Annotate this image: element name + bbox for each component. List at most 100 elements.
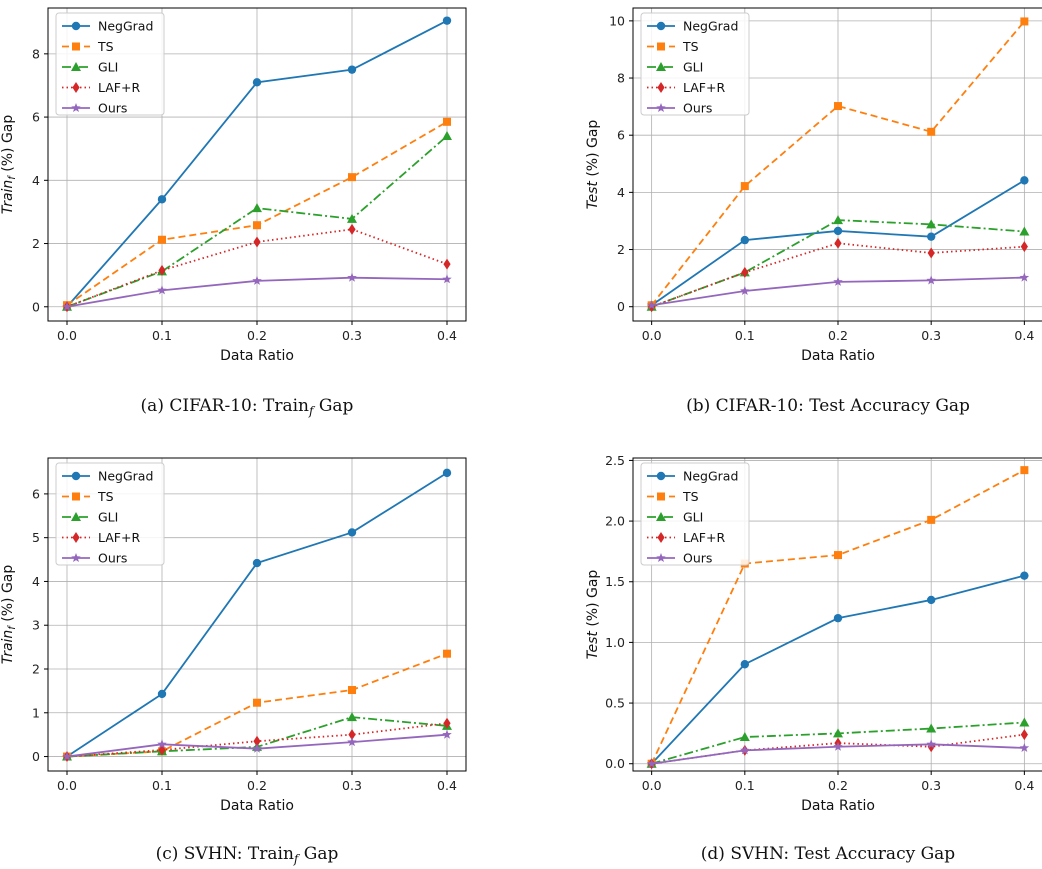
legend: NegGrad TS GLI LAF+R Ours xyxy=(640,12,750,116)
legend-label-neggrad: NegGrad xyxy=(98,19,153,34)
data-point-ts xyxy=(443,649,451,658)
data-point-neggrad xyxy=(347,528,357,537)
data-point-ts xyxy=(253,221,261,230)
data-point-ts xyxy=(927,515,936,524)
data-point-ours xyxy=(62,751,72,761)
legend-marker-neggrad xyxy=(71,471,81,481)
panel-b-cifar10-test-gap: 0.0 0.1 0.2 0.3 0.4 0 2 4 6 8 10 Data Ratio Test (%)… xyxy=(585,7,1042,416)
panel-caption: (c) SVHN: Trainf Gap xyxy=(156,844,339,866)
y-tick-label: 0.5 xyxy=(605,696,625,711)
y-tick-label: 4 xyxy=(32,574,40,589)
series-line-ts xyxy=(650,20,1026,306)
data-point-ours xyxy=(833,276,843,286)
x-tick-label: 0.3 xyxy=(342,778,362,793)
legend-box xyxy=(55,12,165,116)
x-tick-label: 0.3 xyxy=(342,328,362,343)
x-axis-title: Data Ratio xyxy=(801,348,875,364)
data-point-ts xyxy=(1020,17,1029,26)
y-tick-label: 10 xyxy=(609,13,625,28)
legend: NegGrad TS GLI LAF+R Ours xyxy=(55,12,165,116)
legend-label-ours: Ours xyxy=(683,101,712,116)
y-axis-title: Test (%) Gap xyxy=(585,120,601,210)
x-tick-label: 0.2 xyxy=(247,328,267,343)
y-tick-label: 2 xyxy=(617,242,625,257)
data-point-ours xyxy=(1019,272,1030,282)
legend-label-ts: TS xyxy=(97,489,114,504)
data-point-ours xyxy=(926,275,936,285)
data-point-neggrad xyxy=(740,235,750,245)
y-axis-title-sub: f xyxy=(7,625,18,630)
legend-label-ours: Ours xyxy=(683,551,712,566)
y-axis-title-end: (%) Gap xyxy=(585,120,601,182)
series-line-laf-r xyxy=(66,722,448,758)
legend-marker-neggrad xyxy=(71,21,81,31)
legend-label-gli: GLI xyxy=(98,60,118,75)
legend-label-gli: GLI xyxy=(683,510,703,525)
data-point-laf-r xyxy=(834,237,842,249)
x-tick-label: 0.0 xyxy=(57,328,77,343)
legend-box xyxy=(640,12,750,116)
legend-label-neggrad: NegGrad xyxy=(98,469,153,484)
data-point-gli xyxy=(442,131,452,141)
x-tick-label: 0.2 xyxy=(828,328,848,343)
x-tick-label: 0.2 xyxy=(828,778,848,793)
data-point-neggrad xyxy=(252,78,262,87)
data-point-gli xyxy=(926,723,937,733)
data-point-neggrad xyxy=(833,613,843,623)
x-tick-label: 0.0 xyxy=(57,778,77,793)
legend-label-ts: TS xyxy=(682,489,699,504)
data-point-ts xyxy=(927,127,936,136)
data-point-ours xyxy=(62,301,72,311)
y-tick-label: 6 xyxy=(32,110,40,125)
data-point-laf-r xyxy=(348,223,356,235)
x-tick-label: 0.0 xyxy=(642,778,662,793)
series-ours xyxy=(62,729,452,761)
y-axis-title-main: Test xyxy=(585,631,601,660)
data-point-gli xyxy=(739,732,750,742)
legend-label-laf-r: LAF+R xyxy=(98,530,140,545)
data-point-neggrad xyxy=(252,558,262,568)
data-point-ours xyxy=(740,285,750,296)
data-point-laf-r xyxy=(741,266,749,278)
legend-label-neggrad: NegGrad xyxy=(683,469,738,484)
caption-sub: f xyxy=(308,404,316,418)
data-point-laf-r xyxy=(253,236,261,248)
y-tick-label: 1 xyxy=(32,705,40,720)
legend-marker-ts xyxy=(72,492,80,501)
x-tick-label: 0.4 xyxy=(437,328,457,343)
data-point-laf-r xyxy=(158,264,166,276)
caption-sub: f xyxy=(293,852,301,866)
y-axis-title: Trainf (%) Gap xyxy=(0,115,18,215)
x-tick-label: 0.1 xyxy=(735,778,755,793)
legend-marker-gli xyxy=(71,512,81,521)
y-axis-title-main: Train xyxy=(0,180,16,215)
data-point-neggrad xyxy=(442,468,452,478)
data-point-neggrad xyxy=(442,16,452,25)
data-point-ours xyxy=(347,737,357,747)
data-point-neggrad xyxy=(1020,571,1029,580)
data-point-laf-r xyxy=(927,247,935,259)
data-point-laf-r xyxy=(443,717,451,729)
data-point-ours xyxy=(347,272,357,282)
data-point-gli xyxy=(1019,226,1030,236)
data-point-ours xyxy=(1019,742,1030,752)
data-point-ts xyxy=(834,102,842,111)
data-point-ours xyxy=(442,729,452,739)
x-tick-label: 0.3 xyxy=(921,328,941,343)
legend-marker-gli xyxy=(656,62,666,71)
data-point-gli xyxy=(833,728,843,738)
y-tick-label: 0 xyxy=(32,749,40,764)
panel-caption: (b) CIFAR-10: Test Accuracy Gap xyxy=(686,396,970,416)
panel-d-svhn-test-gap: 0.0 0.1 0.2 0.3 0.4 0.0 0.5 1.0 1.5 2.0 2.5 Data Ra… xyxy=(585,453,1042,864)
legend-label-ts: TS xyxy=(682,39,699,54)
legend-box xyxy=(55,462,165,566)
data-point-neggrad xyxy=(157,195,167,204)
data-point-ts xyxy=(253,698,261,707)
y-tick-label: 2.5 xyxy=(605,453,625,468)
y-axis-title-end: (%) Gap xyxy=(0,565,16,627)
legend-marker-laf-r xyxy=(657,532,665,543)
legend-label-ours: Ours xyxy=(98,101,127,116)
legend-marker-gli xyxy=(656,512,666,521)
legend-marker-gli xyxy=(71,62,81,71)
